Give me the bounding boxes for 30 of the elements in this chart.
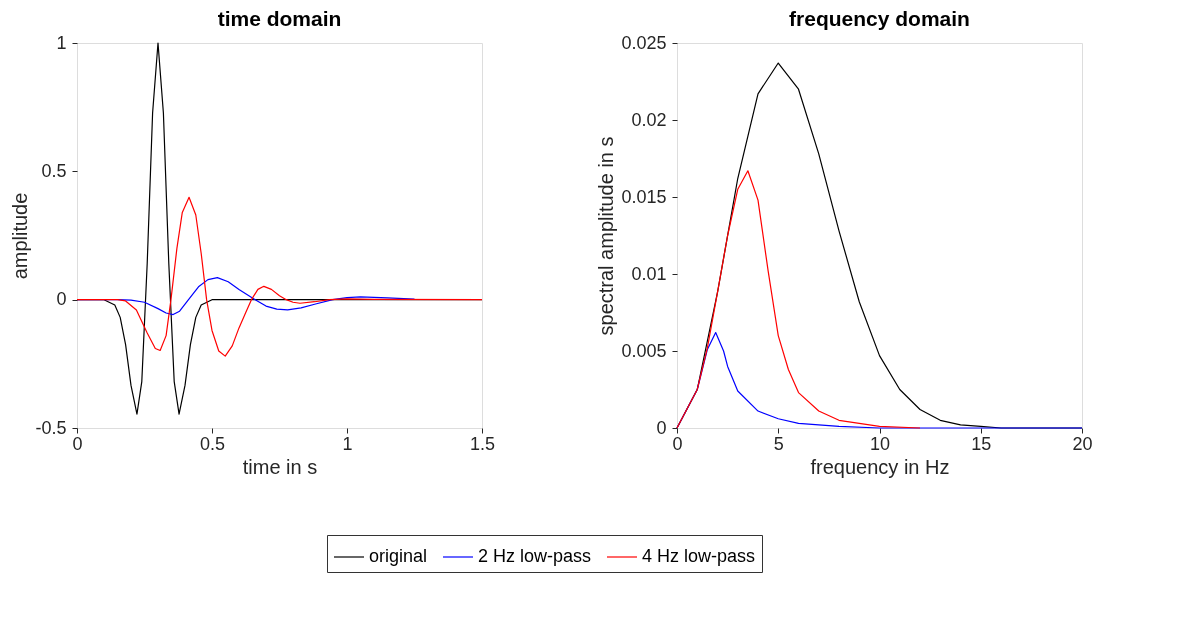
x-tick-label: 0 xyxy=(72,433,83,454)
legend-label: 2 Hz low-pass xyxy=(478,546,592,566)
x-tick-label: 10 xyxy=(869,433,891,454)
chart-title: frequency domain xyxy=(789,7,970,30)
y-tick-label: 0.02 xyxy=(631,109,667,130)
y-axis-title: spectral amplitude in s xyxy=(595,136,618,336)
y-tick-label: 0 xyxy=(656,417,667,438)
line-series xyxy=(76,196,483,357)
x-tick-label: 1.5 xyxy=(469,433,496,454)
chart-title: time domain xyxy=(217,7,342,30)
x-tick-label: 0.5 xyxy=(199,433,226,454)
x-tick-label: 0 xyxy=(672,433,683,454)
x-tick-label: 5 xyxy=(773,433,784,454)
y-tick-label: 0 xyxy=(56,289,67,310)
y-tick-label: 0.015 xyxy=(621,186,667,207)
legend-label: original xyxy=(369,546,428,566)
x-tick-label: 15 xyxy=(971,433,992,454)
y-tick-label: 0.005 xyxy=(621,340,667,361)
x-tick-label: 1 xyxy=(342,433,353,454)
x-tick-label: 20 xyxy=(1072,433,1093,454)
y-tick-label: 0.01 xyxy=(631,263,667,284)
y-tick-label: 0.025 xyxy=(621,32,667,53)
y-tick-label: 0.5 xyxy=(41,160,67,181)
x-axis-title: time in s xyxy=(242,455,318,478)
y-tick-label: 1 xyxy=(56,32,67,53)
line-series xyxy=(676,170,921,429)
legend-label: 4 Hz low-pass xyxy=(642,546,756,566)
x-axis-title: frequency in Hz xyxy=(810,455,950,478)
y-tick-label: -0.5 xyxy=(35,417,67,438)
y-axis-title: amplitude xyxy=(9,192,32,280)
